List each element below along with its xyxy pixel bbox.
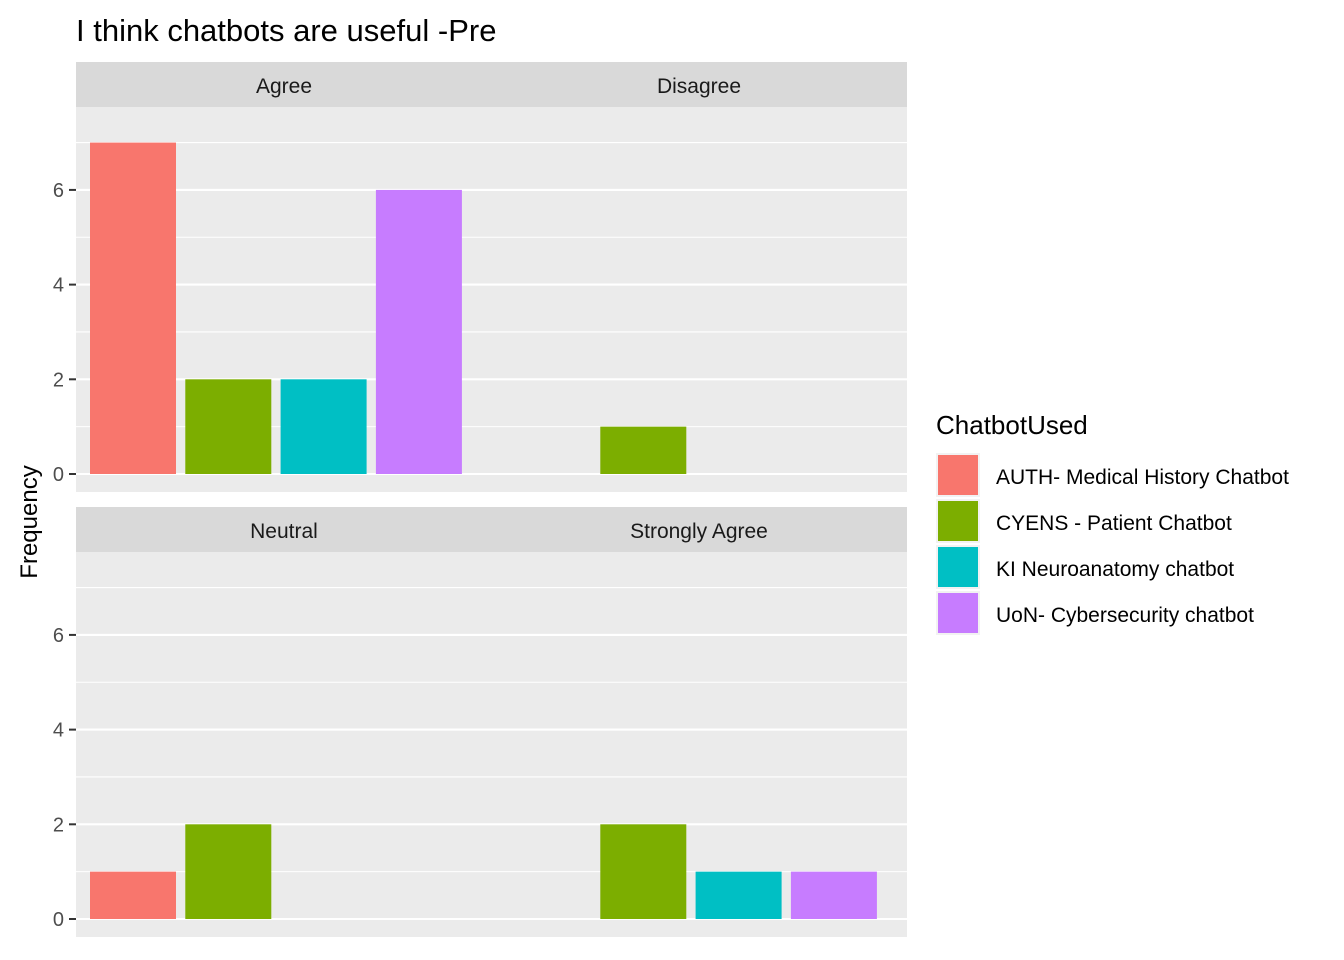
legend-swatch xyxy=(938,547,978,587)
bar-agree-uon-cybersecurity-chatbot xyxy=(375,189,462,474)
y-tick-label: 4 xyxy=(53,275,64,297)
legend-label: CYENS - Patient Chatbot xyxy=(996,512,1232,535)
legend-swatch xyxy=(938,501,978,541)
legend-label: AUTH- Medical History Chatbot xyxy=(996,466,1289,489)
facet-strip-agree xyxy=(76,62,492,107)
y-tick-label: 2 xyxy=(53,814,64,836)
facet-strip-label: Strongly Agree xyxy=(630,520,768,543)
legend-title: ChatbotUsed xyxy=(936,410,1088,440)
bar-agree-cyens-patient-chatbot xyxy=(185,379,272,474)
bar-agree-ki-neuroanatomy-chatbot xyxy=(280,379,367,474)
facet-strip-label: Neutral xyxy=(250,520,318,543)
y-tick-label: 6 xyxy=(53,180,64,202)
legend-swatch xyxy=(938,455,978,495)
bar-neutral-cyens-patient-chatbot xyxy=(185,824,272,919)
panel-background xyxy=(491,107,907,492)
y-tick-label: 0 xyxy=(53,464,64,486)
legend: ChatbotUsed AUTH- Medical History Chatbo… xyxy=(936,410,1289,635)
facet-strip-neutral xyxy=(76,507,492,552)
facet-agree: Agree 0 2 4 6 xyxy=(53,62,492,492)
legend-swatch xyxy=(938,593,978,633)
facet-disagree: Disagree xyxy=(491,62,907,492)
y-tick-label: 2 xyxy=(53,369,64,391)
bar-agree-auth-medical-history-chatbot xyxy=(90,142,176,475)
legend-item-uon-cybersecurity-chatbot: UoN- Cybersecurity chatbot xyxy=(936,591,1254,635)
y-axis-title: Frequency xyxy=(16,465,43,578)
legend-label: KI Neuroanatomy chatbot xyxy=(996,558,1234,581)
facet-neutral: Neutral 0 2 4 6 xyxy=(53,507,492,937)
bar-strongly-agree-cyens-patient-chatbot xyxy=(600,824,687,919)
chart-title: I think chatbots are useful -Pre xyxy=(76,13,496,48)
facet-strip-label: Agree xyxy=(256,75,312,98)
bar-strongly-agree-ki-neuroanatomy-chatbot xyxy=(695,871,782,919)
bar-disagree-cyens-patient-chatbot xyxy=(600,426,687,474)
bar-neutral-auth-medical-history-chatbot xyxy=(90,871,176,919)
legend-item-cyens-patient-chatbot: CYENS - Patient Chatbot xyxy=(936,499,1232,543)
legend-items: AUTH- Medical History Chatbot CYENS - Pat… xyxy=(936,453,1289,635)
bar-strongly-agree-uon-cybersecurity-chatbot xyxy=(790,871,877,919)
facet-strip-label: Disagree xyxy=(657,75,741,98)
y-tick-label: 4 xyxy=(53,720,64,742)
facet-strongly-agree: Strongly Agree xyxy=(491,507,907,937)
legend-item-ki-neuroanatomy-chatbot: KI Neuroanatomy chatbot xyxy=(936,545,1234,589)
y-tick-label: 6 xyxy=(53,625,64,647)
facet-strip-strongly-agree xyxy=(491,507,907,552)
facet-strip-disagree xyxy=(491,62,907,107)
y-tick-label: 0 xyxy=(53,909,64,931)
legend-label: UoN- Cybersecurity chatbot xyxy=(996,604,1254,627)
facet-panels: Agree 0 2 4 6 Disagree Neutral 0 2 4 6 Strongly Agr… xyxy=(53,62,907,937)
legend-item-auth-medical-history-chatbot: AUTH- Medical History Chatbot xyxy=(936,453,1289,497)
